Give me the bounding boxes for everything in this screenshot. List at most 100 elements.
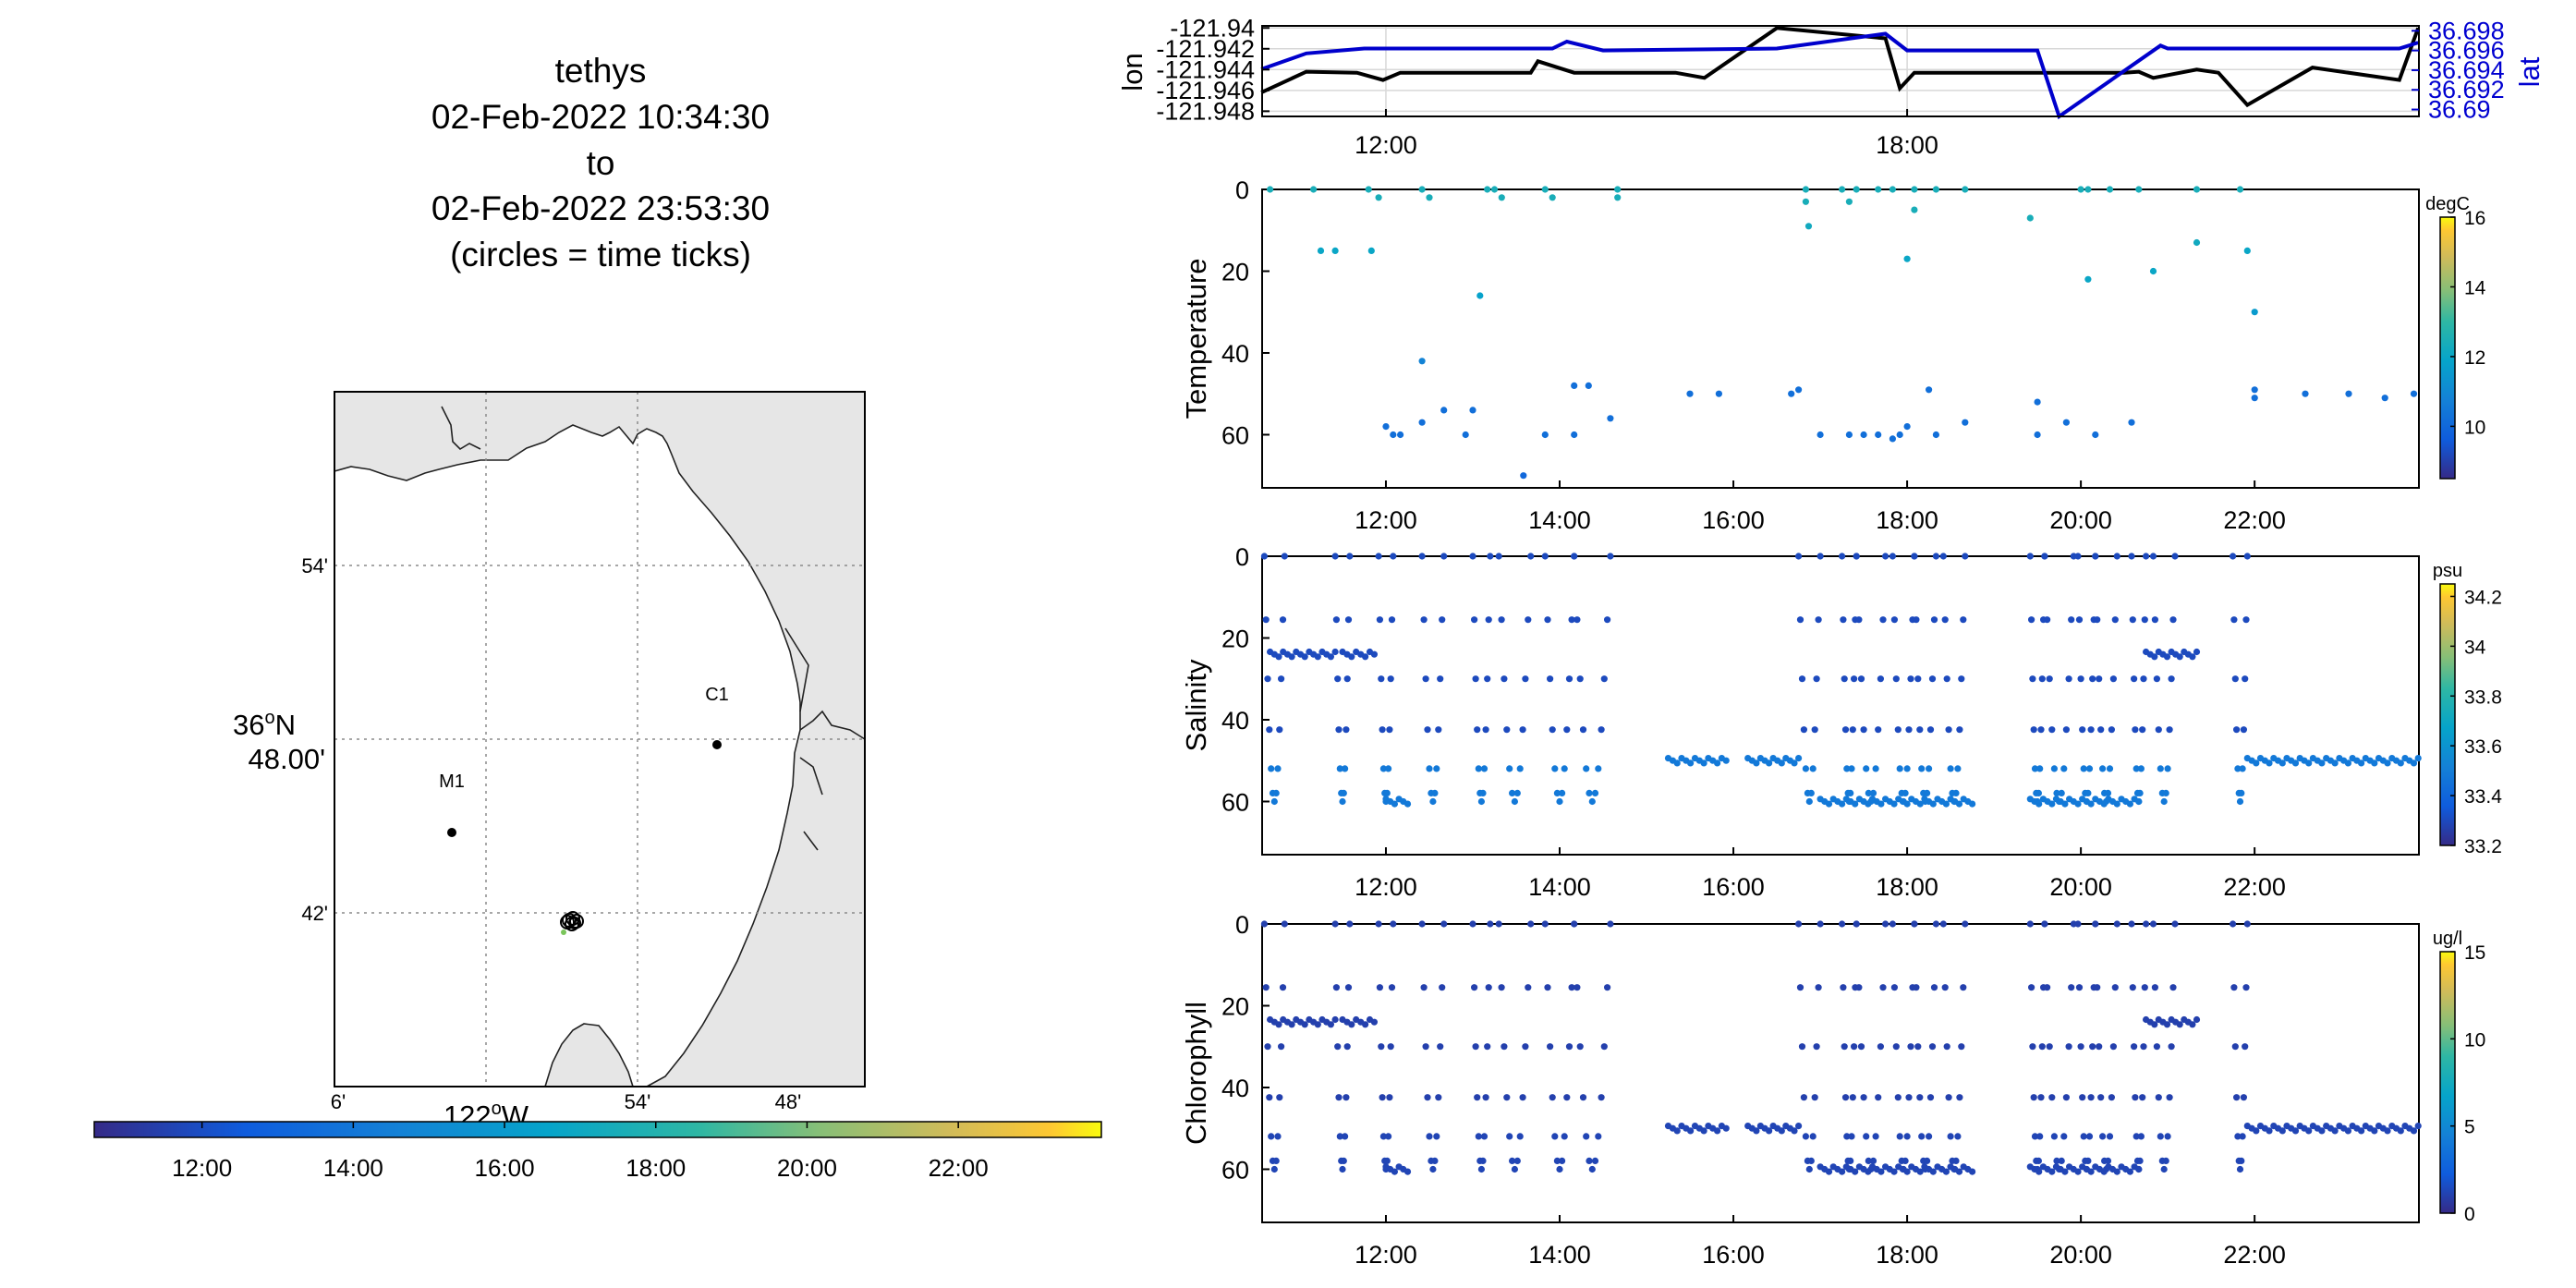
data-point [1924,1157,1931,1164]
data-point [1954,765,1962,772]
ytick-label: 0 [1235,911,1249,939]
data-point [1342,1133,1349,1140]
data-point [1907,1043,1914,1051]
data-point [2160,797,2168,806]
data-point [1376,984,1383,991]
data-point [1889,186,1896,193]
data-point [2253,759,2260,767]
map-frame [334,391,866,1088]
data-point [1798,675,1806,683]
data-point [1916,1094,1924,1101]
data-point [1281,920,1288,928]
data-point [1495,553,1502,560]
data-point [1926,1133,1933,1140]
data-point [2149,267,2157,275]
data-point [1579,726,1587,734]
lat-series-line [1260,31,2419,120]
data-point [1839,553,1846,560]
data-point [1556,1165,1563,1173]
data-point [1568,616,1575,624]
data-point [2092,431,2099,439]
data-point [2318,759,2326,767]
data-point [2128,419,2135,426]
data-point [1825,800,1833,808]
ytick-label: 40 [1221,1075,1249,1102]
data-point [1911,206,1918,213]
data-point [1335,726,1343,734]
data-point [2074,553,2082,560]
data-point [1911,553,1918,560]
data-point [1839,800,1846,808]
data-point [1673,1127,1681,1135]
data-point [2344,759,2351,767]
data-point [2126,800,2133,808]
data-point [1332,616,1340,624]
data-point [1788,390,1795,397]
data-point [2151,1021,2158,1028]
data-point [1778,759,1785,767]
data-point [1907,675,1914,683]
data-point [1541,553,1549,560]
data-point [2291,759,2300,767]
data-point [1370,650,1378,658]
data-point [2239,1133,2246,1140]
data-point [2035,789,2042,797]
data-point [1962,920,1969,928]
data-point [1865,1168,1872,1175]
data-point [1903,800,1911,808]
plot-frame [1261,555,2420,856]
data-point [2026,214,2034,222]
data-point [1431,789,1439,797]
data-point [2075,616,2084,624]
data-point [1857,1043,1865,1051]
data-point [1424,726,1431,734]
data-point [1331,553,1339,560]
data-point [1778,1127,1785,1135]
data-point [2062,726,2070,734]
data-point [2251,309,2258,316]
data-point [2094,984,2101,991]
data-point [2096,675,2103,683]
colorbar-tick-label: 34.2 [2464,587,2502,608]
data-point [2030,1094,2037,1101]
data-point [2068,984,2075,991]
time-colorbar-tick-label: 18:00 [626,1154,686,1182]
data-point [1513,1157,1521,1164]
data-point [1817,431,1824,439]
data-point [1845,198,1853,205]
data-point [2038,1043,2046,1051]
colorbar-tick-label: 33.2 [2464,836,2502,857]
data-point [1845,431,1853,439]
data-point [2037,1094,2045,1101]
data-point [1541,431,1549,439]
data-point [1863,1133,1870,1140]
data-point [1390,431,1397,439]
data-point [1896,431,1903,439]
data-point [2111,616,2119,624]
data-point [1477,1165,1485,1173]
data-point [1930,616,1938,624]
data-point [1418,419,1426,426]
data-point [1317,247,1325,254]
data-point [2302,390,2309,397]
data-point [1477,797,1485,806]
data-point [2164,1133,2171,1140]
data-point [1439,984,1446,991]
title-start-time: 02-Feb-2022 10:34:30 [431,98,770,136]
data-point [2080,765,2087,772]
data-point [1418,358,1426,365]
data-point [2046,675,2053,683]
data-point [1924,789,1931,797]
data-point [1879,616,1887,624]
data-point [1437,1043,1444,1051]
data-point [2100,800,2108,808]
data-point [2160,1165,2168,1173]
data-point [1501,1043,1508,1051]
data-point [1969,800,1976,808]
data-point [1272,789,1280,797]
data-point [1930,984,1938,991]
data-point [1516,765,1524,772]
data-point [1962,186,1969,193]
data-point [2233,726,2241,734]
data-point [1565,675,1574,683]
